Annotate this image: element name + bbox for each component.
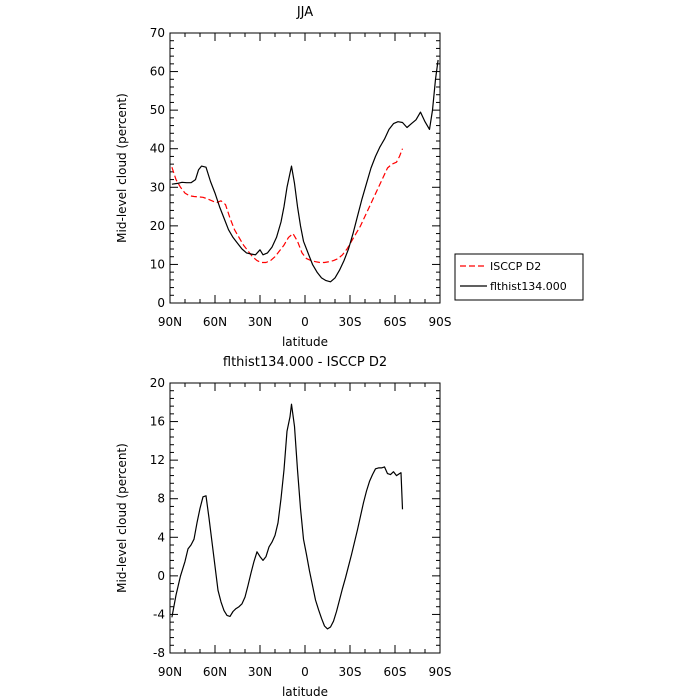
y-tick-label: 10 [150, 257, 165, 271]
x-tick-label: 60N [203, 665, 227, 679]
y-tick-label: 0 [157, 296, 165, 310]
y-tick-label: -8 [153, 646, 165, 660]
y-tick-label: 16 [150, 415, 165, 429]
y-axis-label: Mid-level cloud (percent) [115, 443, 129, 593]
y-tick-label: 40 [150, 142, 165, 156]
y-tick-label: 30 [150, 180, 165, 194]
x-tick-label: 60N [203, 315, 227, 329]
x-tick-label: 60S [384, 315, 407, 329]
x-tick-label: 30N [248, 665, 272, 679]
y-tick-label: 60 [150, 65, 165, 79]
x-tick-label: 0 [301, 315, 309, 329]
bottom-panel: flthist134.000 - ISCCP D2 latitude Mid-lev… [115, 355, 451, 699]
y-tick-label: 20 [150, 376, 165, 390]
flthist134-000-series-line [171, 59, 439, 283]
legend: ISCCP D2 flthist134.000 [454, 253, 584, 301]
y-tick-label: 8 [157, 492, 165, 506]
x-tick-label: 60S [384, 665, 407, 679]
legend-entry-label: ISCCP D2 [490, 260, 541, 273]
difference-series-line [171, 403, 404, 630]
x-tick-label: 90S [429, 665, 452, 679]
x-tick-label: 0 [301, 665, 309, 679]
y-tick-label: 0 [157, 569, 165, 583]
y-tick-label: 12 [150, 453, 165, 467]
x-tick-label: 30N [248, 315, 272, 329]
legend-entry-label: flthist134.000 [490, 280, 567, 293]
y-axis-label: Mid-level cloud (percent) [115, 93, 129, 243]
isccp-d2-series-line [171, 148, 404, 264]
x-axis-label: latitude [282, 685, 328, 699]
top-panel: JJA latitude Mid-level cloud (percent) 90N 6… [115, 5, 451, 349]
legend-box [454, 253, 584, 301]
plot-frame [169, 32, 441, 304]
chart-title: JJA [296, 5, 313, 20]
x-axis-label: latitude [282, 335, 328, 349]
y-tick-label: 4 [157, 530, 165, 544]
y-tick-label: 70 [150, 26, 165, 40]
x-tick-label: 30S [339, 665, 362, 679]
y-tick-label: 50 [150, 103, 165, 117]
plot-frame [169, 382, 441, 654]
y-tick-label: 20 [150, 219, 165, 233]
y-tick-label: -4 [153, 607, 165, 621]
x-tick-label: 90S [429, 315, 452, 329]
chart-title: flthist134.000 - ISCCP D2 [223, 355, 387, 370]
x-tick-label: 90N [158, 315, 182, 329]
x-tick-label: 30S [339, 315, 362, 329]
x-tick-label: 90N [158, 665, 182, 679]
